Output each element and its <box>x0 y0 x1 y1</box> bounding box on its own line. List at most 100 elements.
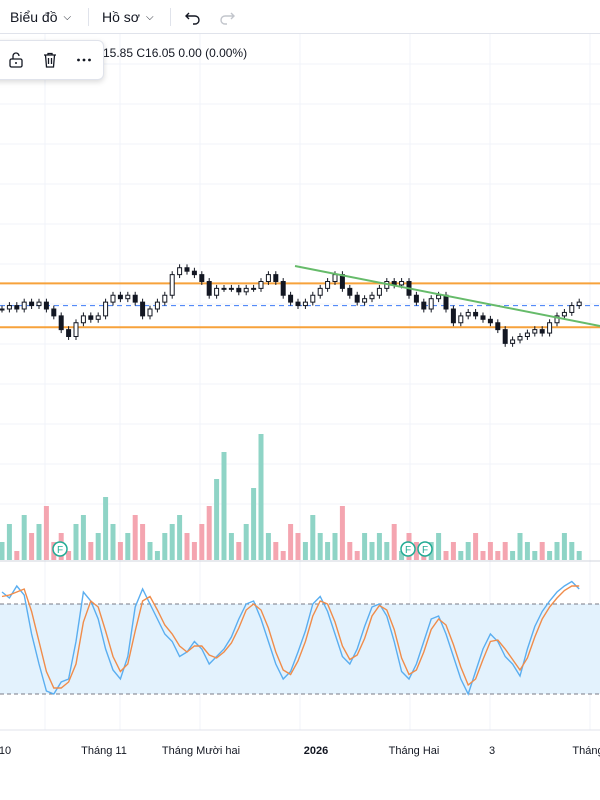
volume-bar <box>73 524 79 560</box>
more-button[interactable] <box>73 49 95 71</box>
candle-body <box>524 332 530 337</box>
candle-body <box>243 287 249 293</box>
dividend-marker-circle <box>417 541 433 557</box>
candle-body <box>110 294 116 303</box>
volume-bar <box>140 524 146 560</box>
volume-bar <box>288 524 294 560</box>
redo-button[interactable] <box>216 6 238 28</box>
candle-body <box>199 274 205 282</box>
volume-bar <box>221 452 227 560</box>
volume-bar <box>502 542 508 560</box>
volume-bar <box>413 542 419 560</box>
unlock-button[interactable] <box>5 49 27 71</box>
volume-bar <box>154 551 160 560</box>
volume-bar <box>458 551 464 560</box>
candle-body <box>443 294 449 310</box>
candle-body <box>539 329 545 334</box>
volume-bar <box>103 497 109 560</box>
dividend-marker: F <box>52 541 68 557</box>
volume-bar <box>184 533 190 560</box>
candle-body <box>265 274 271 282</box>
chevron-down-icon: ⌵ <box>63 11 72 23</box>
volume-bar <box>339 506 345 560</box>
volume-bar <box>465 542 471 560</box>
volume-bar <box>561 533 567 560</box>
candle-body <box>450 308 456 324</box>
volume-bar <box>295 533 301 560</box>
volume-bar <box>110 524 116 560</box>
volume-bar <box>436 533 442 560</box>
candle-body <box>177 267 183 276</box>
volume-bar <box>14 551 20 560</box>
toolbar-divider <box>170 8 171 26</box>
candle-body <box>51 308 57 317</box>
undo-button[interactable] <box>182 6 204 28</box>
x-axis-label: 10 <box>0 745 11 757</box>
volume-bar <box>325 542 331 560</box>
volume-bar <box>21 515 27 560</box>
more-icon <box>77 58 91 62</box>
candle-body <box>547 322 553 334</box>
volume-bar <box>125 533 131 560</box>
volume-bar <box>117 542 123 560</box>
delete-button[interactable] <box>39 49 61 71</box>
candle-body <box>95 315 101 320</box>
candle-body <box>510 339 516 344</box>
candle-body <box>532 329 538 334</box>
redo-icon <box>220 12 235 25</box>
candle-body <box>103 301 109 317</box>
volume-bar <box>147 542 153 560</box>
candle-body <box>295 301 301 307</box>
volume-bar <box>554 542 560 560</box>
candle-body <box>147 308 153 317</box>
candle-body <box>502 329 508 344</box>
candle-body <box>154 301 160 310</box>
volume-bar <box>480 551 486 560</box>
candle-body <box>169 274 175 296</box>
dividend-marker-circle <box>400 541 416 557</box>
top-toolbar: Biểu đồ ⌵ Hồ sơ ⌵ <box>0 0 600 34</box>
candle-body <box>273 274 279 282</box>
candle-body <box>125 294 131 300</box>
dividend-marker-label: F <box>57 545 63 556</box>
candle-body <box>117 294 123 300</box>
candle-body <box>29 301 35 307</box>
candle-body <box>436 294 442 300</box>
candle-body <box>221 287 227 290</box>
drawing-toolbar <box>0 40 104 80</box>
volume-bar <box>6 524 12 560</box>
volume-bar <box>517 533 523 560</box>
volume-bar <box>206 506 212 560</box>
candle-body <box>362 298 368 303</box>
candle-body <box>487 318 493 324</box>
volume-bar <box>273 542 279 560</box>
candle-body <box>288 294 294 303</box>
chart-menu-button[interactable]: Biểu đồ ⌵ <box>10 0 71 34</box>
candle-body <box>43 301 49 310</box>
volume-bar <box>473 533 479 560</box>
volume-bar <box>332 533 338 560</box>
candle-body <box>58 315 64 331</box>
profile-menu-button[interactable]: Hồ sơ ⌵ <box>102 0 154 34</box>
volume-bar <box>532 551 538 560</box>
candle-body <box>228 287 234 290</box>
candle-body <box>517 336 523 341</box>
x-axis-label: 2026 <box>304 745 328 757</box>
candle-body <box>280 281 286 296</box>
volume-bar <box>0 542 5 560</box>
volume-bar <box>347 542 353 560</box>
chart-canvas[interactable]: F F F10 Tháng 11 Tháng Mười hai 2026 Tháng Hai… <box>0 34 600 800</box>
candle-body <box>339 274 345 289</box>
volume-bar <box>487 542 493 560</box>
stochastic-band <box>0 604 600 694</box>
candle-body <box>162 294 168 303</box>
volume-bar <box>258 434 264 560</box>
candle-body <box>36 301 42 307</box>
candle-body <box>302 301 308 307</box>
volume-bar <box>169 524 175 560</box>
volume-bar <box>391 524 397 560</box>
volume-bar <box>362 533 368 560</box>
volume-bar <box>88 542 94 560</box>
candle-body <box>480 315 486 320</box>
volume-bar <box>280 551 286 560</box>
